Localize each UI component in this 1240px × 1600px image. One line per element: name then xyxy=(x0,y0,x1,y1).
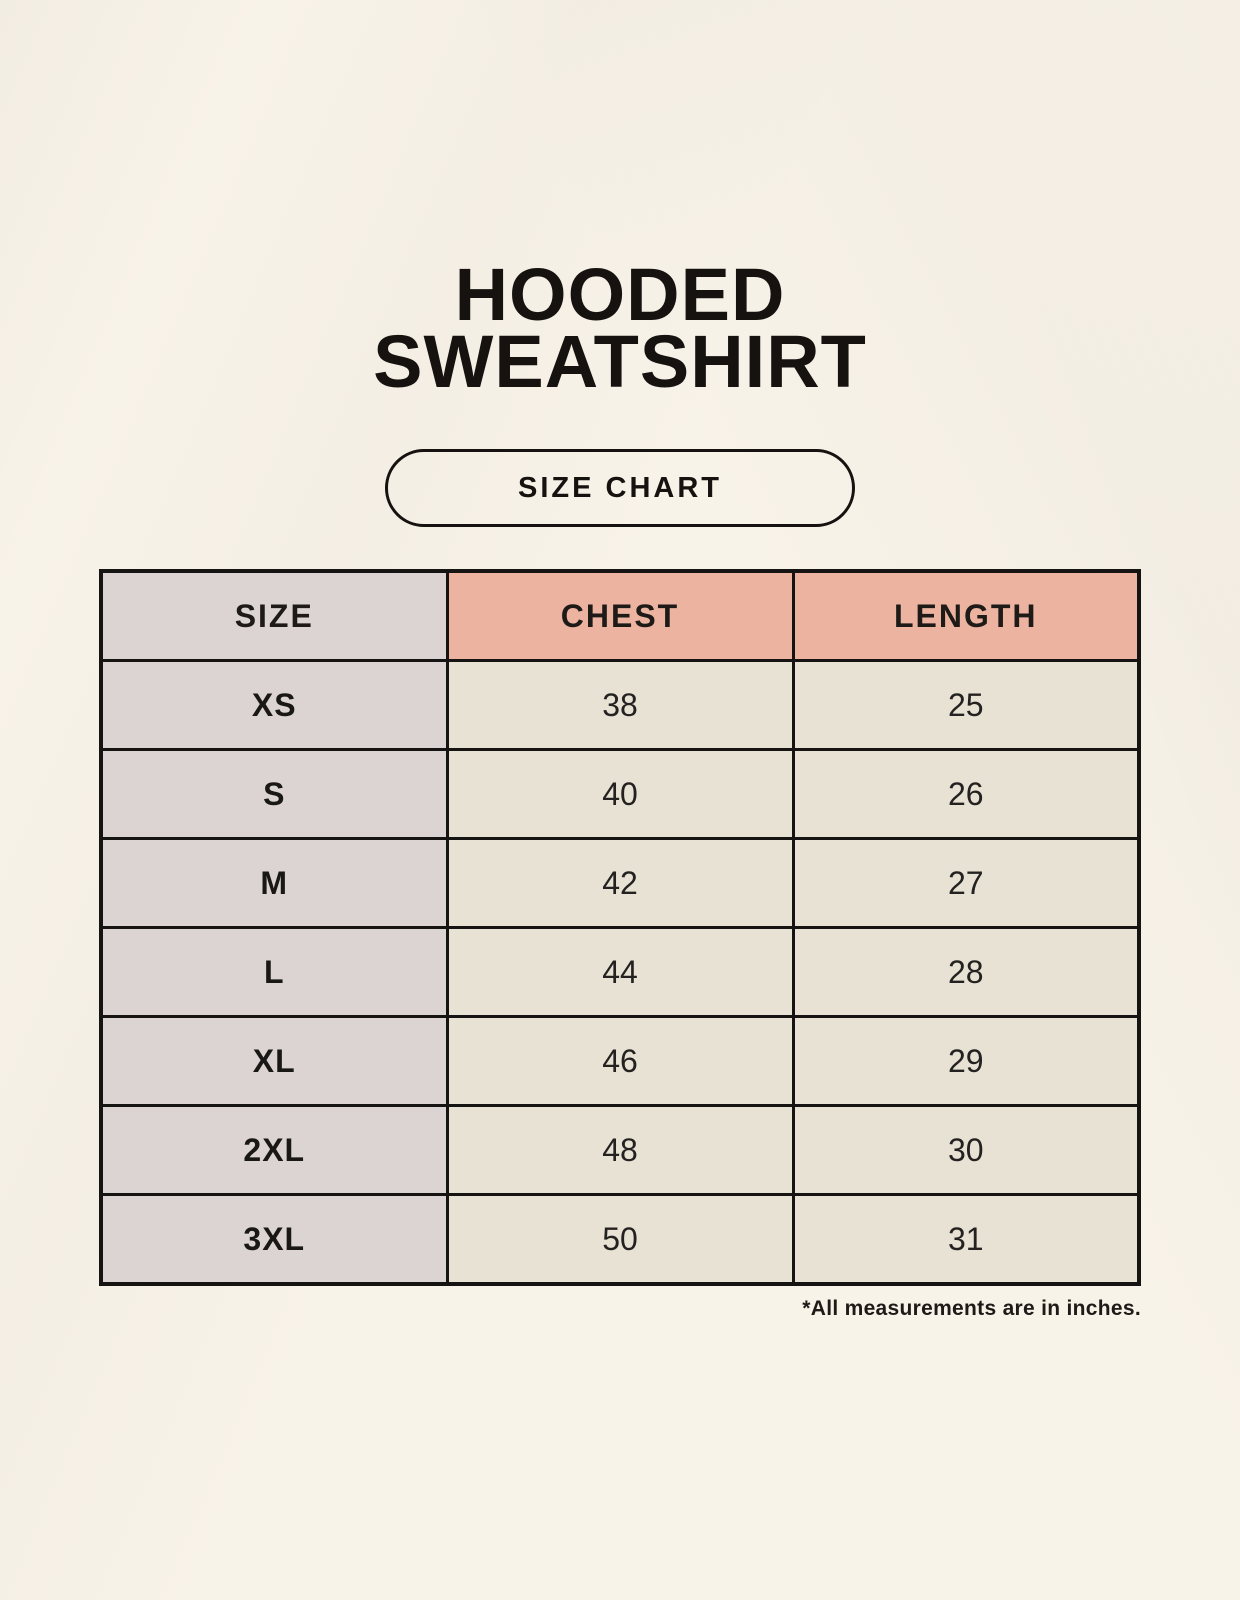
product-title-line2: SWEATSHIRT xyxy=(373,319,867,403)
table-row: 3XL 50 31 xyxy=(99,1193,1141,1286)
size-chart-table-header: SIZE CHEST LENGTH xyxy=(99,569,1141,663)
chest-value: 38 xyxy=(445,659,795,752)
length-value: 29 xyxy=(791,1015,1141,1108)
column-header-length: LENGTH xyxy=(791,569,1141,663)
length-value: 25 xyxy=(791,659,1141,752)
size-chart-table: SIZE CHEST LENGTH XS 38 25 S 40 26 M 42 … xyxy=(99,569,1141,1287)
table-row: S 40 26 xyxy=(99,748,1141,841)
table-row: 2XL 48 30 xyxy=(99,1104,1141,1197)
size-label: L xyxy=(99,926,449,1019)
chest-value: 46 xyxy=(445,1015,795,1108)
length-value: 31 xyxy=(791,1193,1141,1286)
chest-value: 42 xyxy=(445,837,795,930)
size-chart-table-body: XS 38 25 S 40 26 M 42 27 L 44 28 XL 46 xyxy=(99,659,1141,1286)
size-label: M xyxy=(99,837,449,930)
chest-value: 40 xyxy=(445,748,795,841)
column-header-chest: CHEST xyxy=(445,569,795,663)
length-value: 28 xyxy=(791,926,1141,1019)
chest-value: 44 xyxy=(445,926,795,1019)
length-value: 30 xyxy=(791,1104,1141,1197)
size-label: S xyxy=(99,748,449,841)
product-title: HOODED SWEATSHIRT xyxy=(0,0,1240,403)
product-title-line1: HOODED xyxy=(454,253,786,336)
length-value: 26 xyxy=(791,748,1141,841)
table-row: M 42 27 xyxy=(99,837,1141,930)
table-row: L 44 28 xyxy=(99,926,1141,1019)
header-row: SIZE CHEST LENGTH xyxy=(99,569,1141,663)
size-label: XL xyxy=(99,1015,449,1108)
measurements-footnote: *All measurements are in inches. xyxy=(802,1297,1141,1321)
size-label: 2XL xyxy=(99,1104,449,1197)
chest-value: 48 xyxy=(445,1104,795,1197)
size-label: XS xyxy=(99,659,449,752)
size-label: 3XL xyxy=(99,1193,449,1286)
size-chart-button[interactable]: SIZE CHART xyxy=(385,449,855,528)
column-header-size: SIZE xyxy=(99,569,449,663)
table-row: XL 46 29 xyxy=(99,1015,1141,1108)
length-value: 27 xyxy=(791,837,1141,930)
table-row: XS 38 25 xyxy=(99,659,1141,752)
chest-value: 50 xyxy=(445,1193,795,1286)
